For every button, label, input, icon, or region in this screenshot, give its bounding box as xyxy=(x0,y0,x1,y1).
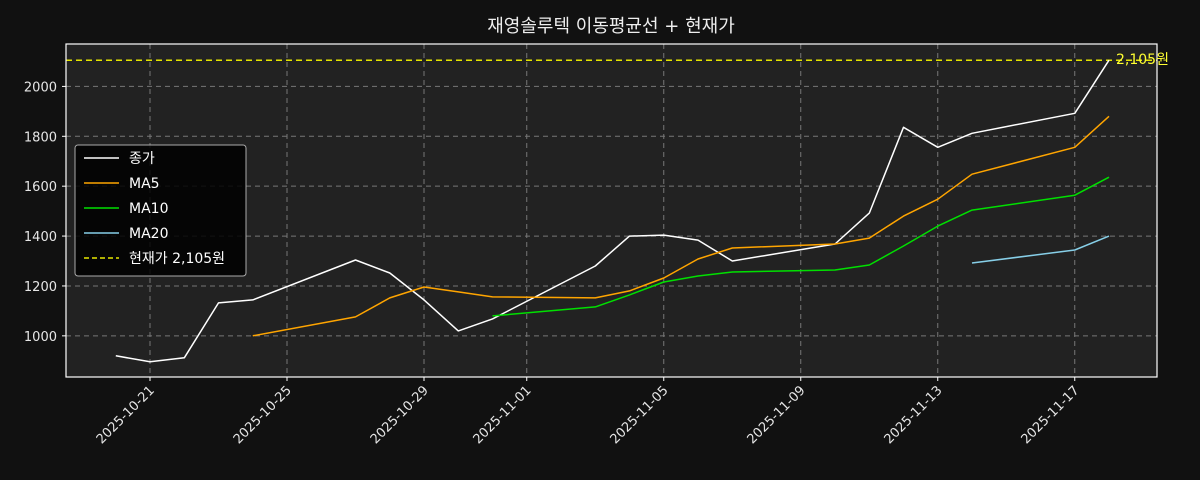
x-tick-label: 2025-11-13 xyxy=(882,383,946,447)
series-lines xyxy=(115,59,1110,363)
y-tick-label: 1000 xyxy=(24,330,57,345)
x-tick-label: 2025-11-09 xyxy=(745,383,809,447)
chart-title: 재영솔루텍 이동평균선 + 현재가 xyxy=(487,16,735,37)
y-tick-label: 1400 xyxy=(24,230,57,245)
legend-item-label: 종가 xyxy=(129,151,155,167)
y-tick-label: 1200 xyxy=(24,280,57,295)
series-MA10 xyxy=(492,176,1110,317)
current-price-annotation: 2,105원 xyxy=(1116,52,1169,68)
y-tick-label: 2000 xyxy=(24,80,57,95)
series-MA5 xyxy=(252,115,1110,337)
x-tick-label: 2025-10-29 xyxy=(368,383,432,447)
legend: 종가 MA5 MA10 MA20 현재가 2,105원 xyxy=(74,144,247,277)
grid-lines xyxy=(66,44,1157,377)
legend-item-label: MA10 xyxy=(129,201,168,217)
y-axis: 1000 1200 1400 1600 1800 2000 xyxy=(24,80,66,345)
legend-item-label: MA5 xyxy=(129,176,160,192)
plot-area xyxy=(66,44,1157,377)
plot-frame xyxy=(65,43,1158,378)
x-axis: 2025-10-21 2025-10-25 2025-10-29 2025-11-01… xyxy=(94,377,1083,447)
legend-item-label: 현재가 2,105원 xyxy=(129,251,225,267)
x-tick-label: 2025-10-21 xyxy=(94,383,158,447)
x-tick-label: 2025-10-25 xyxy=(231,383,295,447)
x-tick-label: 2025-11-05 xyxy=(608,383,672,447)
x-tick-label: 2025-11-01 xyxy=(471,383,535,447)
series-MA20 xyxy=(971,235,1110,264)
x-tick-label: 2025-11-17 xyxy=(1019,383,1083,447)
series-종가 xyxy=(115,59,1110,363)
legend-item-label: MA20 xyxy=(129,226,168,242)
y-tick-label: 1600 xyxy=(24,180,57,195)
y-tick-label: 1800 xyxy=(24,130,57,145)
